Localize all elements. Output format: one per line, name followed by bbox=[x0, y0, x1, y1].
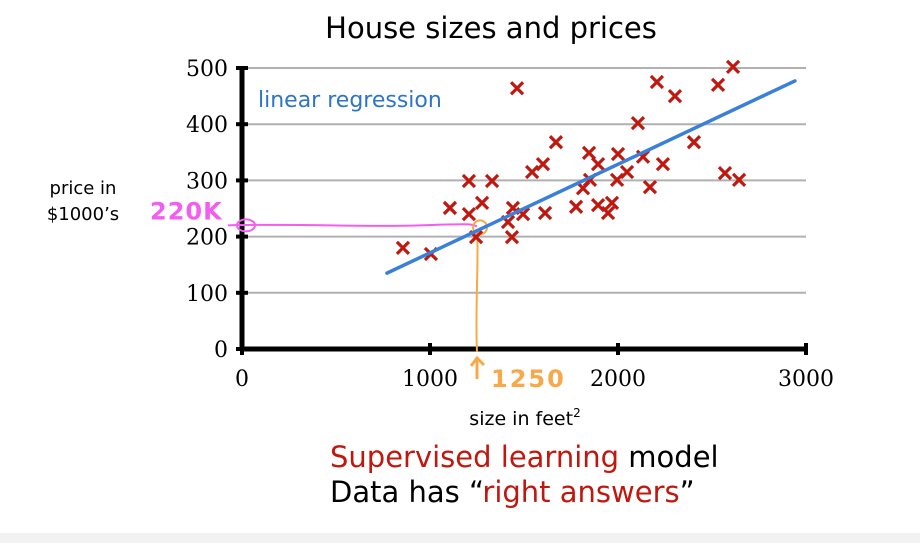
data-point-x-marker bbox=[442, 200, 458, 216]
regression-legend-label: linear regression bbox=[258, 88, 442, 113]
tick-labels: 0 100 200 300 400 500 0 1000 2000 3000 bbox=[186, 57, 834, 392]
regression-line-group bbox=[385, 79, 797, 275]
price-circle-mark bbox=[236, 218, 256, 233]
data-point-x-marker bbox=[725, 59, 741, 75]
data-point-x-marker bbox=[590, 156, 606, 172]
x-tick-label: 1000 bbox=[402, 367, 458, 392]
data-point-x-marker bbox=[504, 230, 520, 245]
y-tick-label: 400 bbox=[186, 113, 228, 138]
caption-supervised-learning: Supervised learning bbox=[330, 440, 620, 474]
data-point-x-marker bbox=[619, 164, 635, 180]
caption-close-quote: ” bbox=[679, 475, 695, 509]
data-point-x-marker bbox=[548, 135, 564, 150]
caption-model: model bbox=[619, 440, 719, 474]
y-tick-label: 500 bbox=[186, 57, 228, 82]
data-point-x-marker bbox=[610, 146, 626, 162]
grid-lines bbox=[242, 67, 806, 294]
data-point-x-marker bbox=[717, 165, 733, 181]
size-guide-line bbox=[475, 229, 479, 353]
data-points bbox=[395, 59, 747, 262]
data-point-x-marker bbox=[731, 172, 747, 187]
up-arrow-icon bbox=[469, 355, 486, 379]
caption-line-2: Data has “right answers” bbox=[330, 475, 695, 509]
caption-right-answers: right answers bbox=[482, 475, 680, 509]
y-axis-label-line2: $1000’s bbox=[47, 204, 119, 225]
data-point-x-marker bbox=[461, 173, 477, 189]
x-axis-label: size in feet2 bbox=[469, 406, 580, 430]
data-point-x-marker bbox=[667, 88, 683, 104]
data-point-x-marker bbox=[630, 115, 646, 131]
y-tick-label: 0 bbox=[214, 338, 228, 363]
y-tick-label: 100 bbox=[186, 282, 228, 307]
data-point-x-marker bbox=[509, 81, 525, 96]
y-tick-label: 300 bbox=[186, 169, 228, 194]
data-point-x-marker bbox=[581, 145, 597, 160]
x-tick-label: 0 bbox=[235, 367, 249, 392]
caption-data-has: Data has “ bbox=[330, 475, 483, 509]
data-point-x-marker bbox=[686, 135, 702, 150]
data-point-x-marker bbox=[600, 205, 616, 221]
data-point-x-marker bbox=[642, 180, 658, 195]
price-annotation-label: 220K bbox=[150, 197, 223, 225]
data-point-x-marker bbox=[655, 156, 671, 172]
data-point-x-marker bbox=[395, 240, 411, 255]
data-point-x-marker bbox=[474, 195, 490, 211]
data-point-x-marker bbox=[604, 195, 620, 211]
price-guide-line bbox=[227, 223, 478, 228]
y-tick-label: 200 bbox=[186, 226, 228, 251]
data-point-x-marker bbox=[461, 206, 477, 222]
data-point-x-marker bbox=[537, 205, 553, 221]
axes bbox=[236, 66, 808, 355]
data-point-x-marker bbox=[649, 74, 665, 90]
data-point-x-marker bbox=[484, 173, 500, 189]
footer-bar bbox=[0, 533, 920, 543]
regression-line bbox=[385, 79, 797, 275]
x-tick-label: 3000 bbox=[778, 367, 834, 392]
data-point-x-marker bbox=[568, 199, 584, 214]
y-axis-label-line1: price in bbox=[50, 178, 117, 199]
data-point-x-marker bbox=[710, 77, 726, 92]
caption-line-1: Supervised learning model bbox=[330, 440, 719, 474]
data-point-x-marker bbox=[535, 156, 551, 172]
data-point-x-marker bbox=[524, 164, 540, 180]
chart-title: House sizes and prices bbox=[325, 11, 657, 45]
x-tick-label: 2000 bbox=[590, 367, 646, 392]
size-annotation-label: 1250 bbox=[491, 365, 566, 393]
